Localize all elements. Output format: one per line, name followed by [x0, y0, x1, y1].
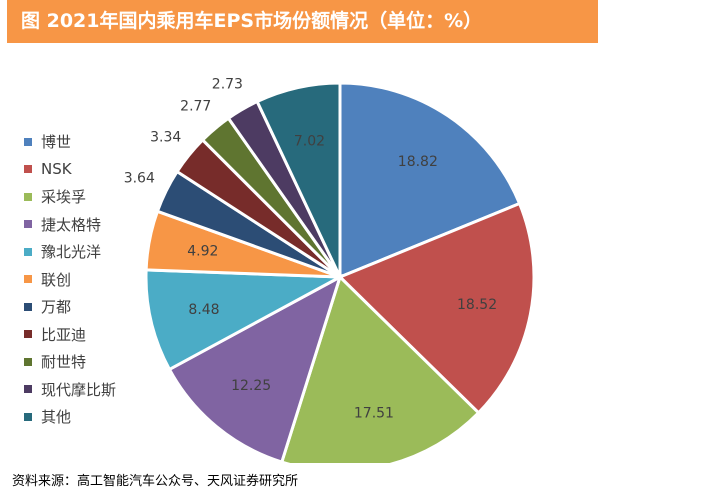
- pie-slice: [338, 81, 522, 280]
- legend-item: 其他: [24, 403, 144, 431]
- legend-swatch: [24, 220, 32, 229]
- legend-item: 联创: [24, 266, 144, 294]
- pie-slice: [337, 201, 536, 415]
- chart-legend: 博世 NSK 采埃孚捷太格特豫北光洋联创万都比亚迪耐世特现代摩比斯其他: [24, 128, 144, 431]
- legend-swatch: [24, 137, 32, 146]
- legend-item: 豫北光洋: [24, 238, 144, 266]
- legend-label: 现代摩比斯: [41, 380, 117, 399]
- legend-label: NSK: [41, 160, 72, 179]
- legend-swatch: [24, 275, 32, 284]
- pie-slice: [255, 81, 342, 278]
- legend-item: 捷太格特: [24, 211, 144, 239]
- data-label: 2.73: [212, 76, 243, 92]
- data-label: 3.34: [150, 129, 181, 145]
- legend-swatch: [24, 302, 32, 311]
- legend-label: 万都: [41, 298, 72, 317]
- legend-item: 比亚迪: [24, 321, 144, 349]
- chart-title: 图 2021年国内乘用车EPS市场份额情况（单位：%）: [7, 0, 598, 43]
- legend-item: NSK: [24, 156, 144, 184]
- legend-swatch: [24, 357, 32, 366]
- data-label: 4.92: [187, 243, 218, 259]
- legend-item: 博世: [24, 128, 144, 156]
- legend-label: 采埃孚: [41, 188, 87, 207]
- legend-label: 博世: [41, 133, 72, 152]
- legend-item: 现代摩比斯: [24, 376, 144, 404]
- source-note: 资料来源：高工智能汽车公众号、天风证券研究所: [12, 474, 299, 489]
- legend-label: 豫北光洋: [41, 243, 102, 262]
- legend-swatch: [24, 192, 32, 201]
- data-label: 3.64: [124, 171, 155, 187]
- legend-swatch: [24, 165, 32, 174]
- pie-slice: [167, 273, 343, 463]
- legend-swatch: [24, 247, 32, 256]
- data-label: 7.02: [294, 134, 325, 150]
- legend-swatch: [24, 412, 32, 421]
- legend-swatch: [24, 385, 32, 394]
- legend-label: 耐世特: [41, 353, 87, 372]
- data-label: 2.77: [180, 99, 211, 115]
- legend-label: 联创: [41, 270, 72, 289]
- legend-label: 比亚迪: [41, 325, 87, 344]
- pie-chart: 18.82 18.52 17.51 12.25 8.48 4.92 3.64 3.34 2.77…: [124, 76, 536, 463]
- data-label: 17.51: [354, 405, 394, 421]
- legend-item: 万都: [24, 293, 144, 321]
- data-label: 8.48: [188, 302, 219, 318]
- legend-label: 其他: [41, 408, 72, 427]
- data-label: 12.25: [231, 378, 271, 394]
- data-label: 18.52: [457, 297, 497, 313]
- legend-item: 采埃孚: [24, 183, 144, 211]
- pie-slice: [279, 274, 481, 463]
- legend-label: 捷太格特: [41, 215, 102, 234]
- legend-item: 耐世特: [24, 348, 144, 376]
- data-label: 18.82: [398, 154, 438, 170]
- pie-slice: [144, 268, 346, 372]
- legend-swatch: [24, 330, 32, 339]
